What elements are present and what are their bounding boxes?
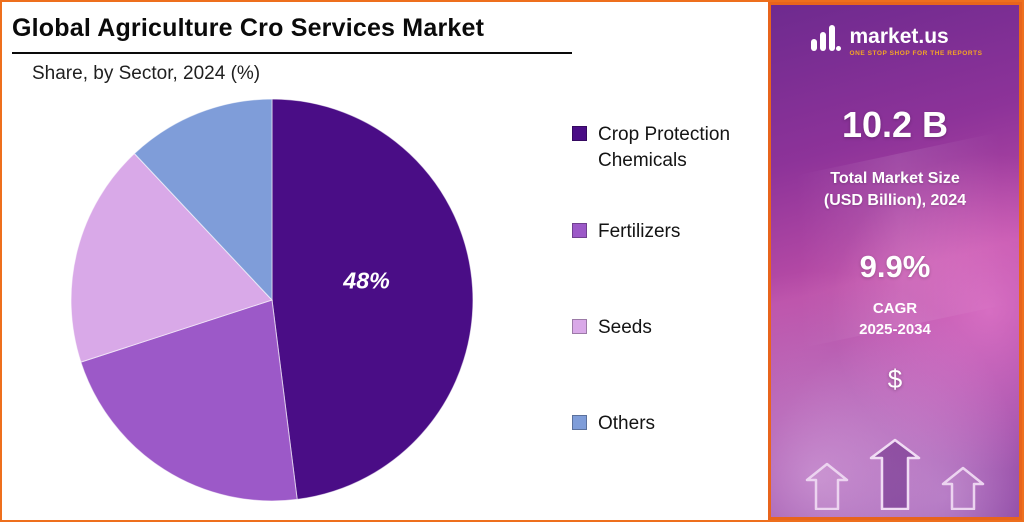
legend-swatch: [572, 223, 587, 238]
legend-label: Others: [598, 413, 656, 434]
legend-label: Seeds: [598, 317, 652, 338]
legend-item: Fertilizers: [572, 219, 680, 245]
pie-slice-fertilizers: [80, 299, 298, 502]
market-size-value: 10.2 B: [841, 104, 949, 145]
dollar-icon: $: [887, 364, 903, 395]
cagr-label-line2: 2025-2034: [859, 321, 931, 339]
brand-tagline: ONE STOP SHOP FOR THE REPORTS: [849, 50, 983, 57]
legend-item: Crop Protection Chemicals: [572, 122, 777, 173]
brand-name: market.us: [849, 25, 949, 48]
cagr-label-line1: CAGR: [872, 300, 918, 318]
legend-label: Fertilizers: [598, 221, 681, 242]
market-size-label-line2: (USD Billion), 2024: [823, 191, 967, 209]
legend-swatch: [572, 319, 587, 334]
brand-text: market.us ONE STOP SHOP FOR THE REPORTS: [850, 26, 983, 57]
chart-subtitle: Share, by Sector, 2024 (%): [32, 63, 261, 84]
pie-slice-label: 48%: [342, 268, 389, 294]
cagr-value: 9.9%: [859, 249, 931, 285]
market-size-label: Total Market Size (USD Billion), 2024: [771, 168, 1019, 211]
growth-arrows-icon: [792, 438, 998, 515]
pie-slice-others: [133, 98, 273, 302]
pie-chart: 48%: [68, 96, 476, 504]
chart-legend: Crop Protection Chemicals Fertilizers Se…: [572, 122, 777, 462]
pie-slice-crop-protection-chemicals: [271, 98, 474, 500]
legend-swatch: [572, 126, 587, 141]
legend-item: Others: [572, 411, 655, 437]
brand: market.us ONE STOP SHOP FOR THE REPORTS: [771, 25, 1019, 58]
legend-swatch: [572, 415, 587, 430]
market-us-logo-icon: [808, 25, 842, 58]
sidebar-infographic: market.us ONE STOP SHOP FOR THE REPORTS …: [768, 2, 1022, 520]
pie-chart-svg: 48%: [70, 98, 474, 502]
chart-title: Global Agriculture Cro Services Market: [12, 14, 572, 54]
legend-item: Seeds: [572, 315, 652, 341]
legend-label: Crop Protection Chemicals: [598, 124, 731, 171]
chart-header: Global Agriculture Cro Services Market S…: [12, 14, 572, 85]
pie-slice-seeds: [70, 152, 273, 363]
cagr-label: CAGR 2025-2034: [771, 298, 1019, 340]
market-size-label-line1: Total Market Size: [830, 170, 960, 187]
